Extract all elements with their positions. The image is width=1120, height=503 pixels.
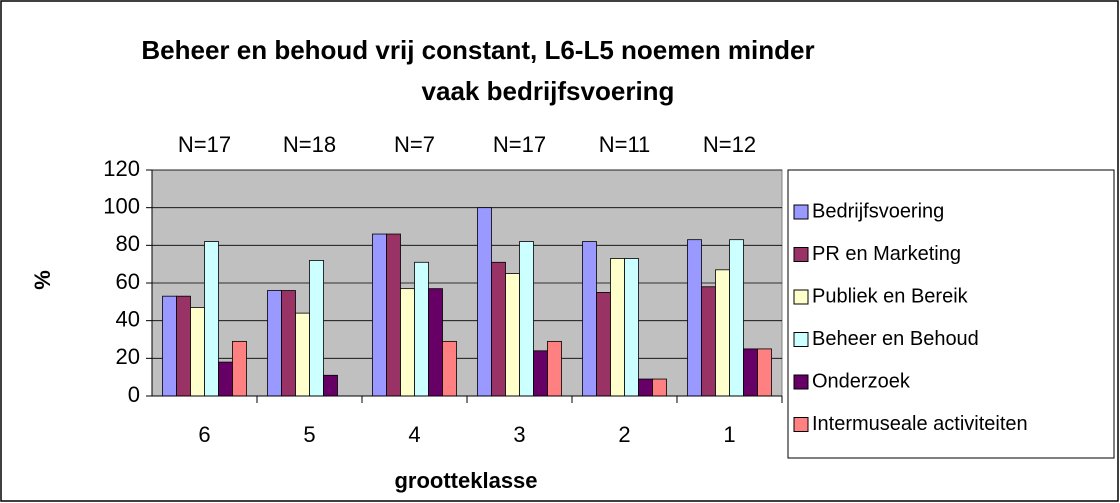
legend-swatch bbox=[793, 417, 809, 432]
bar bbox=[176, 295, 191, 397]
bar bbox=[715, 269, 730, 397]
bar bbox=[386, 233, 401, 397]
bar bbox=[638, 378, 653, 397]
y-tick-label: 120 bbox=[103, 156, 140, 181]
bar bbox=[582, 241, 597, 397]
annotation: N=17 bbox=[493, 132, 546, 157]
legend-label: PR en Marketing bbox=[812, 243, 961, 265]
bar bbox=[190, 307, 205, 397]
bar bbox=[162, 295, 177, 397]
bar bbox=[505, 273, 520, 397]
bar bbox=[295, 312, 310, 397]
chart-subtitle: vaak bedrijfsvoering bbox=[422, 76, 675, 106]
bar bbox=[267, 290, 282, 397]
bar bbox=[400, 288, 415, 397]
y-tick-label: 20 bbox=[116, 344, 140, 369]
bar bbox=[519, 241, 534, 397]
bar bbox=[323, 374, 338, 397]
bar bbox=[547, 340, 562, 397]
x-tick-label: 1 bbox=[723, 422, 735, 447]
y-tick-label: 80 bbox=[116, 231, 140, 256]
bar bbox=[624, 258, 639, 397]
annotation: N=12 bbox=[703, 132, 756, 157]
x-tick-label: 4 bbox=[408, 422, 420, 447]
x-tick-label: 6 bbox=[198, 422, 210, 447]
bar bbox=[428, 288, 443, 397]
legend-swatch bbox=[793, 289, 809, 305]
legend-box bbox=[787, 169, 1115, 459]
bar bbox=[442, 340, 457, 397]
bar bbox=[652, 378, 667, 397]
x-tick-label: 5 bbox=[303, 422, 315, 447]
legend-swatch bbox=[793, 204, 809, 220]
legend-label: Publiek en Bereik bbox=[812, 285, 969, 307]
y-axis-title: % bbox=[30, 270, 55, 290]
annotation: N=17 bbox=[178, 132, 231, 157]
annotation: N=18 bbox=[283, 132, 336, 157]
annotation: N=11 bbox=[599, 132, 651, 157]
legend-swatch bbox=[793, 374, 809, 390]
bar bbox=[757, 348, 772, 397]
bar bbox=[743, 348, 758, 397]
legend-label: Bedrijfsvoering bbox=[812, 200, 944, 222]
bar bbox=[610, 258, 625, 397]
legend-label: Onderzoek bbox=[812, 370, 911, 392]
bar bbox=[533, 350, 548, 397]
bar bbox=[204, 241, 219, 397]
legend-swatch bbox=[793, 332, 809, 347]
bar bbox=[701, 286, 716, 397]
y-tick-label: 60 bbox=[116, 269, 140, 294]
bar bbox=[687, 239, 702, 397]
bar bbox=[491, 261, 506, 397]
bar bbox=[218, 361, 233, 397]
bar bbox=[232, 340, 247, 397]
annotation: N=7 bbox=[394, 132, 435, 157]
bar bbox=[281, 290, 296, 397]
y-tick-label: 100 bbox=[103, 193, 140, 218]
bar bbox=[596, 292, 611, 397]
chart-title: Beheer en behoud vrij constant, L6-L5 no… bbox=[141, 35, 814, 65]
bar bbox=[309, 259, 324, 397]
y-tick-label: 40 bbox=[116, 306, 140, 331]
bar bbox=[372, 233, 387, 397]
legend-label: Intermuseale activiteiten bbox=[812, 413, 1028, 435]
x-axis-title: grootteklasse bbox=[394, 468, 537, 493]
legend-swatch bbox=[793, 247, 809, 262]
x-tick-label: 2 bbox=[618, 422, 630, 447]
bar bbox=[414, 261, 429, 397]
x-tick-label: 3 bbox=[513, 422, 525, 447]
bar bbox=[729, 239, 744, 397]
legend-label: Beheer en Behoud bbox=[812, 328, 979, 350]
bar bbox=[477, 207, 492, 397]
y-tick-label: 0 bbox=[128, 382, 140, 407]
